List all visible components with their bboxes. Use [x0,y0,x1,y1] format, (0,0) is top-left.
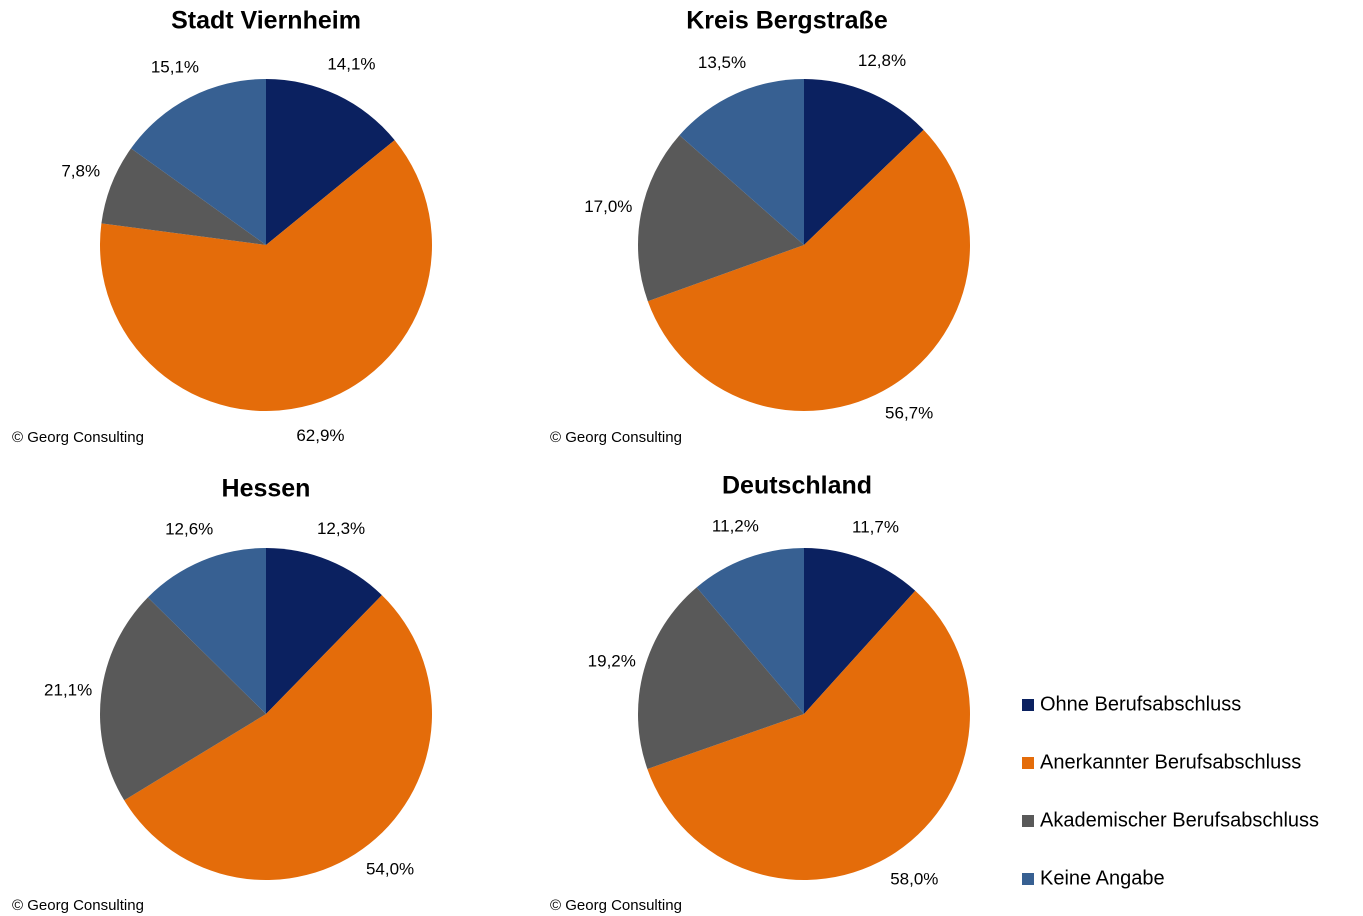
source-note: © Georg Consulting [550,897,682,914]
legend-label: Ohne Berufsabschluss [1040,693,1241,715]
data-label: 13,5% [698,53,746,72]
source-note: © Georg Consulting [550,429,682,446]
pie-slice [804,79,924,245]
source-note: © Georg Consulting [12,897,144,914]
pie-slice [147,548,266,714]
data-label: 54,0% [366,859,414,878]
data-label: 56,7% [885,404,933,423]
data-label: 11,7% [852,518,899,537]
data-label: 21,1% [44,680,92,699]
pie-slice [101,148,266,245]
data-label: 58,0% [890,869,938,888]
pie-slice [679,79,804,245]
pie-slice [124,595,433,881]
legend-swatch [1022,873,1034,885]
data-label: 19,2% [588,651,636,670]
chart-title: Hessen [222,475,311,503]
data-label: 17,0% [584,197,632,216]
data-label: 7,8% [61,161,100,180]
legend-swatch [1022,757,1034,769]
data-label: 12,8% [858,51,906,70]
legend-label: Akademischer Berufsabschluss [1040,809,1319,831]
pie-slice [638,587,804,769]
chart-title: Deutschland [722,472,872,500]
data-label: 11,2% [712,516,759,535]
chart-title: Stadt Viernheim [171,7,361,35]
pie-slice [100,140,433,411]
source-note: © Georg Consulting [12,429,144,446]
pie-slice [99,597,266,801]
legend-swatch [1022,815,1034,827]
legend-swatch [1022,699,1034,711]
data-label: 62,9% [296,426,344,445]
data-label: 12,3% [317,519,365,538]
data-label: 12,6% [165,520,213,539]
legend-label: Keine Angabe [1040,867,1165,889]
pie-slice [266,548,382,714]
pie-slice [266,79,395,245]
chart-title: Kreis Bergstraße [686,7,888,35]
pie-slice [131,79,266,245]
pie-slice [647,129,970,412]
pie-slice [696,548,804,714]
data-label: 14,1% [327,55,375,74]
pie-slice [647,590,970,880]
legend-label: Anerkannter Berufsabschluss [1040,751,1301,773]
data-label: 15,1% [151,57,199,76]
pie-slice [804,548,916,714]
pie-slice [638,135,804,302]
